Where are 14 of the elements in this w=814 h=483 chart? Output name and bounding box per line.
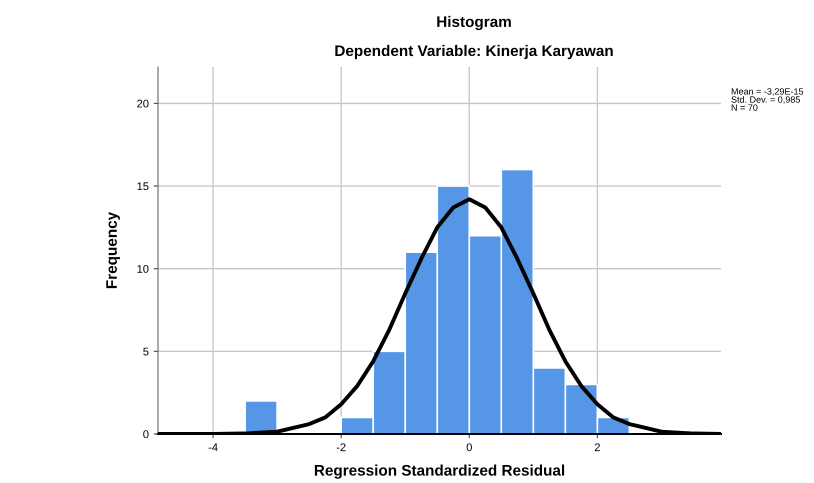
chart-subtitle: Dependent Variable: Kinerja Karyawan [335,44,613,60]
y-tick-label: 0 [143,430,149,438]
y-tick-label: 20 [137,100,149,108]
y-tick-label: 5 [143,348,149,356]
x-tick-label: -2 [336,443,346,452]
x-tick-label: -4 [208,443,218,452]
y-tick-label: 10 [137,264,149,273]
y-axis-title: Frequency [106,212,120,288]
x-tick-label: 0 [466,443,472,452]
x-axis-title: Regression Standardized Residual [314,464,564,479]
x-tick-label: 2 [594,443,600,452]
y-tick-label: 15 [137,182,149,190]
chart-title: Histogram [437,16,511,30]
text: Mean = -3,29E-15 Std. Dev. = 0,985 N = 70 [731,88,804,111]
